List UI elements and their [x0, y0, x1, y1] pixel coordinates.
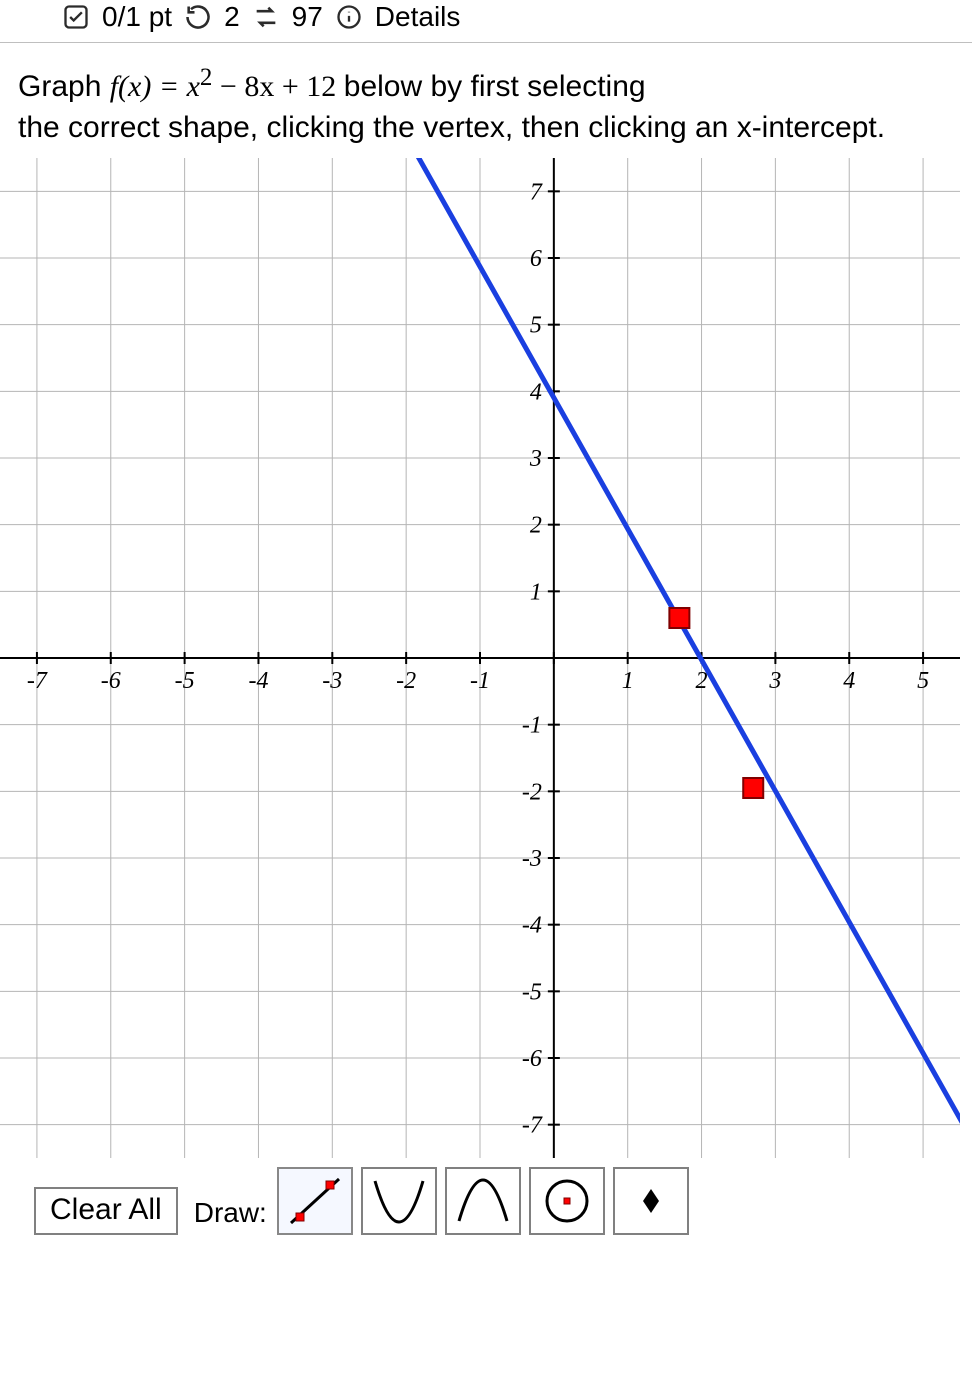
svg-text:-1: -1 — [522, 713, 542, 739]
math-expression: f(x) = x2 − 8x + 12 — [110, 70, 344, 103]
details-link[interactable]: Details — [375, 1, 461, 33]
page: 0/1 pt 2 97 Details Graph f(x) = x2 − 8x… — [0, 0, 972, 1235]
coordinate-grid[interactable]: -7 -6 -5 -4 -3 -2 -1 1 2 3 4 5 7 6 5 4 3 2 1 -1 -2 -3 -4 -5 -6 -7 — [0, 158, 960, 1158]
svg-text:-4: -4 — [248, 668, 268, 694]
svg-text:-3: -3 — [522, 846, 542, 872]
question-header: 0/1 pt 2 97 Details — [0, 0, 972, 43]
attempts-left: 97 — [292, 1, 323, 33]
svg-text:3: 3 — [529, 446, 542, 472]
clear-all-button[interactable]: Clear All — [34, 1187, 178, 1235]
tool-line[interactable] — [277, 1167, 353, 1235]
attempts-used: 2 — [224, 1, 240, 33]
svg-text:-1: -1 — [470, 668, 490, 694]
svg-text:5: 5 — [917, 668, 929, 694]
tool-parabola-up[interactable] — [361, 1167, 437, 1235]
svg-text:-7: -7 — [522, 1113, 543, 1139]
svg-text:-7: -7 — [27, 668, 48, 694]
svg-text:-4: -4 — [522, 913, 542, 939]
math-left: f(x) = x — [110, 70, 200, 103]
svg-text:6: 6 — [530, 246, 542, 272]
svg-text:7: 7 — [530, 179, 543, 205]
q-post2: the correct shape, clicking the vertex, … — [18, 111, 885, 144]
svg-text:-5: -5 — [522, 979, 542, 1005]
svg-text:3: 3 — [768, 668, 781, 694]
math-exp: 2 — [200, 64, 213, 91]
svg-text:1: 1 — [622, 668, 634, 694]
draw-label: Draw: — [186, 1197, 269, 1235]
tool-circle-point[interactable] — [529, 1167, 605, 1235]
svg-text:-2: -2 — [396, 668, 416, 694]
svg-text:-3: -3 — [322, 668, 342, 694]
draw-toolbar: Clear All Draw: — [0, 1163, 972, 1235]
svg-text:-6: -6 — [522, 1046, 542, 1072]
svg-text:2: 2 — [696, 668, 708, 694]
question-text: Graph f(x) = x2 − 8x + 12 below by first… — [0, 43, 972, 148]
details-icon[interactable] — [333, 1, 365, 33]
tool-dot[interactable] — [613, 1167, 689, 1235]
graph-area[interactable]: -7 -6 -5 -4 -3 -2 -1 1 2 3 4 5 7 6 5 4 3 2 1 -1 -2 -3 -4 -5 -6 -7 — [0, 158, 972, 1163]
math-right: − 8x + 12 — [212, 70, 336, 103]
points-text: 0/1 pt — [102, 1, 172, 33]
score-icon — [60, 1, 92, 33]
svg-text:4: 4 — [530, 379, 542, 405]
svg-text:-5: -5 — [175, 668, 195, 694]
retry-icon — [182, 1, 214, 33]
svg-text:-2: -2 — [522, 779, 542, 805]
svg-text:4: 4 — [843, 668, 855, 694]
svg-text:-6: -6 — [101, 668, 121, 694]
svg-text:1: 1 — [530, 579, 542, 605]
attempts-left-icon — [250, 1, 282, 33]
tool-parabola-down[interactable] — [445, 1167, 521, 1235]
svg-text:2: 2 — [530, 513, 542, 539]
q-pre: Graph — [18, 70, 110, 103]
svg-text:5: 5 — [530, 313, 542, 339]
q-post1: below by first selecting — [344, 70, 646, 103]
